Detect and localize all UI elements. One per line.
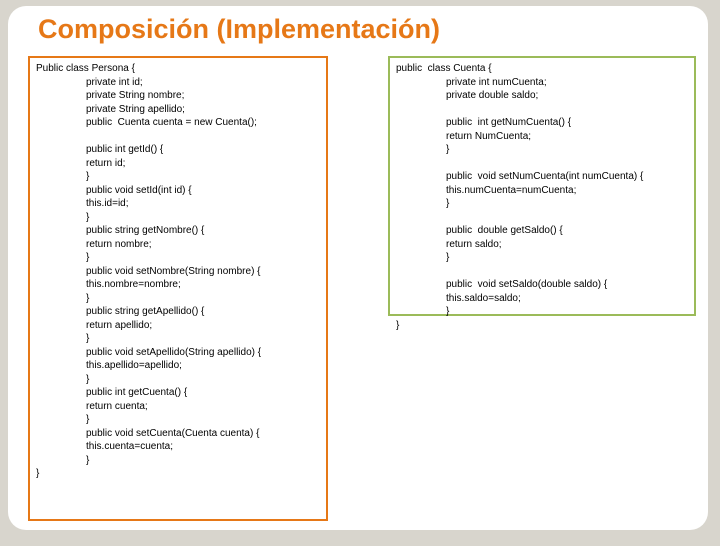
code-line: public void setNombre(String nombre) {	[36, 265, 320, 279]
code-line: public int getId() {	[36, 143, 320, 157]
code-line: private String apellido;	[36, 103, 320, 117]
code-line	[396, 157, 688, 171]
code-line: public int getNumCuenta() {	[396, 116, 688, 130]
code-line: private int numCuenta;	[396, 76, 688, 90]
code-line: return nombre;	[36, 238, 320, 252]
code-line: return cuenta;	[36, 400, 320, 414]
code-line: }	[396, 319, 688, 333]
code-line: }	[36, 332, 320, 346]
code-line: }	[396, 197, 688, 211]
code-line: public void setApellido(String apellido)…	[36, 346, 320, 360]
code-box-persona: Public class Persona {private int id;pri…	[28, 56, 328, 521]
code-line: private int id;	[36, 76, 320, 90]
code-line: }	[396, 251, 688, 265]
code-line: public string getApellido() {	[36, 305, 320, 319]
code-line: return apellido;	[36, 319, 320, 333]
code-line: public void setCuenta(Cuenta cuenta) {	[36, 427, 320, 441]
code-line: public void setId(int id) {	[36, 184, 320, 198]
code-line: return saldo;	[396, 238, 688, 252]
code-line: private String nombre;	[36, 89, 320, 103]
code-line: }	[36, 413, 320, 427]
code-line: this.cuenta=cuenta;	[36, 440, 320, 454]
code-line: }	[36, 454, 320, 468]
code-line: public Cuenta cuenta = new Cuenta();	[36, 116, 320, 130]
code-line	[396, 265, 688, 279]
code-line: public double getSaldo() {	[396, 224, 688, 238]
code-line	[396, 103, 688, 117]
code-line	[396, 211, 688, 225]
slide-container: Composición (Implementación) Public clas…	[8, 6, 708, 530]
code-box-cuenta: public class Cuenta {private int numCuen…	[388, 56, 696, 316]
code-line: }	[396, 143, 688, 157]
code-line: public int getCuenta() {	[36, 386, 320, 400]
code-line: this.numCuenta=numCuenta;	[396, 184, 688, 198]
code-line: }	[36, 292, 320, 306]
code-line: public void setSaldo(double saldo) {	[396, 278, 688, 292]
code-line: }	[36, 170, 320, 184]
code-line: private double saldo;	[396, 89, 688, 103]
code-line: this.saldo=saldo;	[396, 292, 688, 306]
code-line	[36, 130, 320, 144]
code-line: this.nombre=nombre;	[36, 278, 320, 292]
code-line: }	[36, 211, 320, 225]
code-line: public string getNombre() {	[36, 224, 320, 238]
code-line: }	[396, 305, 688, 319]
code-line: this.id=id;	[36, 197, 320, 211]
code-line: Public class Persona {	[36, 62, 320, 76]
code-line: this.apellido=apellido;	[36, 359, 320, 373]
code-line: }	[36, 251, 320, 265]
code-line: public class Cuenta {	[396, 62, 688, 76]
code-line: return NumCuenta;	[396, 130, 688, 144]
slide-title: Composición (Implementación)	[38, 14, 440, 45]
code-line: public void setNumCuenta(int numCuenta) …	[396, 170, 688, 184]
code-line: return id;	[36, 157, 320, 171]
code-line: }	[36, 467, 320, 481]
code-line: }	[36, 373, 320, 387]
